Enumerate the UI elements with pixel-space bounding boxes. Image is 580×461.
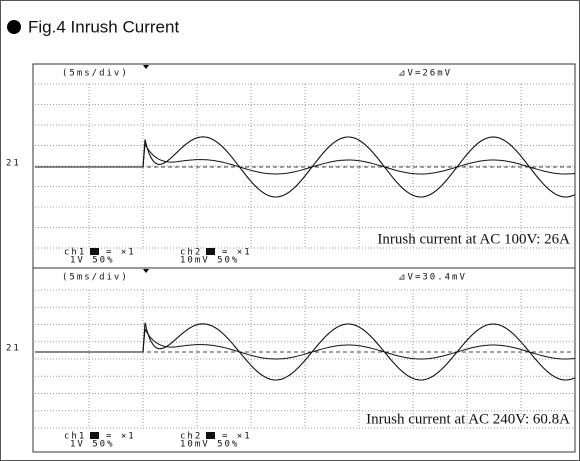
delta-v: ⊿V=30.4mV bbox=[398, 273, 467, 283]
ch1-scale: 1V 50% bbox=[70, 256, 115, 266]
delta-v: ⊿V=26mV bbox=[398, 69, 452, 79]
figure-title: Fig.4 Inrush Current bbox=[28, 17, 179, 36]
ch1-label: ch1 bbox=[64, 432, 86, 442]
caption: Inrush current at AC 100V: 26A bbox=[377, 231, 570, 247]
trace-ch2 bbox=[35, 327, 576, 360]
bullet bbox=[7, 20, 21, 34]
ch2-label: ch2 bbox=[180, 248, 202, 258]
marker: 21 bbox=[6, 344, 21, 354]
ch1-coupling: = ×1 bbox=[106, 432, 136, 442]
trigger bbox=[143, 65, 149, 69]
trigger bbox=[143, 269, 149, 273]
ch1-swatch bbox=[90, 248, 99, 255]
ch2-swatch bbox=[206, 248, 215, 255]
marker: 21 bbox=[6, 159, 21, 169]
timebase: (5ms/div) bbox=[62, 69, 129, 79]
ch2-swatch bbox=[206, 432, 215, 439]
panels: (5ms/div) ⊿V=26mV 21 Inrush current at AC 1… bbox=[6, 65, 576, 450]
ch2-coupling: = ×1 bbox=[222, 248, 252, 258]
scope-frame bbox=[32, 63, 576, 453]
ch2-label: ch2 bbox=[180, 432, 202, 442]
ch2-scale: 10mV 50% bbox=[180, 440, 239, 450]
caption: Inrush current at AC 240V: 60.8A bbox=[366, 411, 570, 427]
ch1-scale: 1V 50% bbox=[70, 440, 115, 450]
ch1-swatch bbox=[90, 432, 99, 439]
ch1-coupling: = ×1 bbox=[106, 248, 136, 258]
ch2-scale: 10mV 50% bbox=[180, 256, 239, 266]
trace-ch2 bbox=[35, 142, 576, 175]
timebase: (5ms/div) bbox=[62, 273, 129, 283]
ch1-label: ch1 bbox=[64, 248, 86, 258]
ch2-coupling: = ×1 bbox=[222, 432, 252, 442]
